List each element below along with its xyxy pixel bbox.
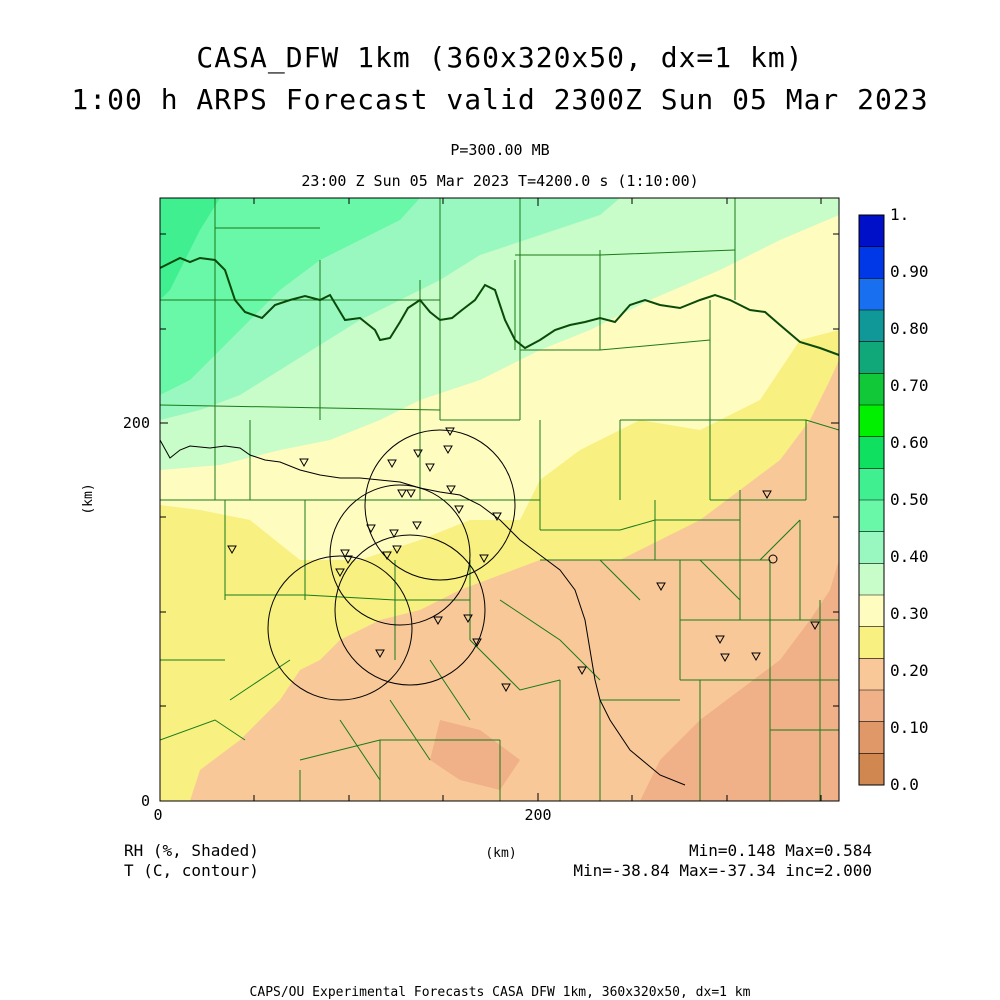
colorbar-swatch <box>859 626 884 659</box>
colorbar-label: 0.70 <box>890 376 929 395</box>
radar-range-circles <box>267 429 516 701</box>
field-label-rh: RH (%, Shaded) <box>124 841 259 860</box>
x-axis-ticks <box>253 198 822 801</box>
colorbar-swatch <box>859 278 884 311</box>
colorbar-labels: 1. 0.90 0.80 0.70 0.60 0.50 0.40 0.30 0.20 0.10 0.… <box>890 205 929 794</box>
colorbar-swatch <box>859 500 884 533</box>
pressure-level-label: P=300.00 MB <box>450 141 550 159</box>
colorbar-swatch <box>859 310 884 343</box>
x-tick-label-200: 200 <box>524 806 551 824</box>
temperature-min-max: Min=-38.84 Max=-37.34 inc=2.000 <box>573 861 872 880</box>
rh-band-020b <box>430 720 520 790</box>
y-axis-label: (km) <box>81 483 96 514</box>
colorbar-swatch <box>859 341 884 374</box>
colorbar-swatch <box>859 595 884 628</box>
colorbar-label: 0.40 <box>890 547 929 566</box>
colorbar-label: 0.10 <box>890 718 929 737</box>
footer-credit: CAPS/OU Experimental Forecasts CASA DFW … <box>249 985 751 1000</box>
rh-band-055 <box>160 198 220 300</box>
colorbar-swatch <box>859 563 884 596</box>
radar-circle-3 <box>334 534 486 686</box>
valid-time-label: 23:00 Z Sun 05 Mar 2023 T=4200.0 s (1:10… <box>301 172 699 190</box>
colorbar-swatch <box>859 531 884 564</box>
state-border <box>160 256 839 356</box>
x-axis-label: (km) <box>485 846 516 861</box>
colorbar-swatch <box>859 215 884 248</box>
county-lines-horizontal <box>160 198 839 761</box>
colorbar-swatch <box>859 690 884 723</box>
rh-band-050 <box>160 198 420 395</box>
rh-band-020 <box>640 560 839 801</box>
radar-circle-1 <box>364 429 516 581</box>
plot-title-line2: 1:00 h ARPS Forecast valid 2300Z Sun 05 … <box>71 83 929 116</box>
colorbar-swatch <box>859 721 884 754</box>
y-tick-label-200: 200 <box>123 414 150 432</box>
plot-title-line1: CASA_DFW 1km (360x320x50, dx=1 km) <box>196 41 804 74</box>
colorbar-label: 1. <box>890 205 909 224</box>
rh-band-025 <box>190 360 839 801</box>
station-circle-marker <box>768 554 778 564</box>
colorbar-label: 0.0 <box>890 775 919 794</box>
y-tick-label-0: 0 <box>141 792 150 810</box>
colorbar-label: 0.60 <box>890 433 929 452</box>
colorbar <box>859 215 884 786</box>
axis-ticks <box>160 198 839 801</box>
colorbar-label: 0.50 <box>890 490 929 509</box>
colorbar-swatch <box>859 468 884 501</box>
colorbar-swatch <box>859 373 884 406</box>
y-axis-ticks <box>160 233 839 707</box>
county-boundaries <box>160 198 839 801</box>
colorbar-label: 0.90 <box>890 262 929 281</box>
observation-stations <box>227 427 820 693</box>
colorbar-swatch <box>859 658 884 691</box>
x-tick-label-0: 0 <box>153 806 162 824</box>
colorbar-label: 0.80 <box>890 319 929 338</box>
radar-circle-4 <box>267 555 413 701</box>
colorbar-swatch <box>859 246 884 279</box>
plot-frame <box>159 197 840 802</box>
colorbar-swatch <box>859 753 884 786</box>
colorbar-label: 0.20 <box>890 661 929 680</box>
radar-circle-2 <box>329 484 471 626</box>
rh-min-max: Min=0.148 Max=0.584 <box>688 841 872 860</box>
county-lines-diagonal <box>339 519 801 781</box>
colorbar-swatch <box>859 436 884 469</box>
colorbar-swatch <box>859 405 884 438</box>
station-markers <box>227 427 820 693</box>
field-label-temperature: T (C, contour) <box>124 861 259 880</box>
colorbar-label: 0.30 <box>890 604 929 623</box>
colorbar-frame <box>858 214 885 786</box>
